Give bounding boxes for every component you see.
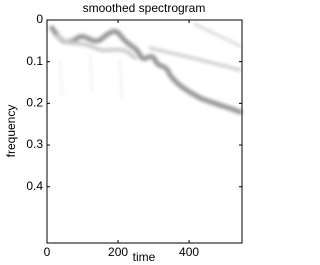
y-tick-label: 0 [36,12,43,26]
chart-title: smoothed spectrogram [83,1,206,15]
plot-area [47,20,242,243]
y-tick-label: 0.2 [26,96,43,110]
x-tick-label: 0 [44,245,51,259]
chart: smoothed spectrogram time frequency 0 200… [4,1,243,264]
x-axis-label: time [133,250,156,264]
y-tick-label: 0.4 [26,179,43,193]
x-tick-label: 200 [108,245,128,259]
y-tick-label: 0.3 [26,137,43,151]
y-tick-label: 0.1 [26,54,43,68]
axes-frame [46,19,243,244]
y-axis-label: frequency [4,105,18,158]
spectrogram-image [49,22,243,115]
x-tick-label: 400 [179,245,199,259]
